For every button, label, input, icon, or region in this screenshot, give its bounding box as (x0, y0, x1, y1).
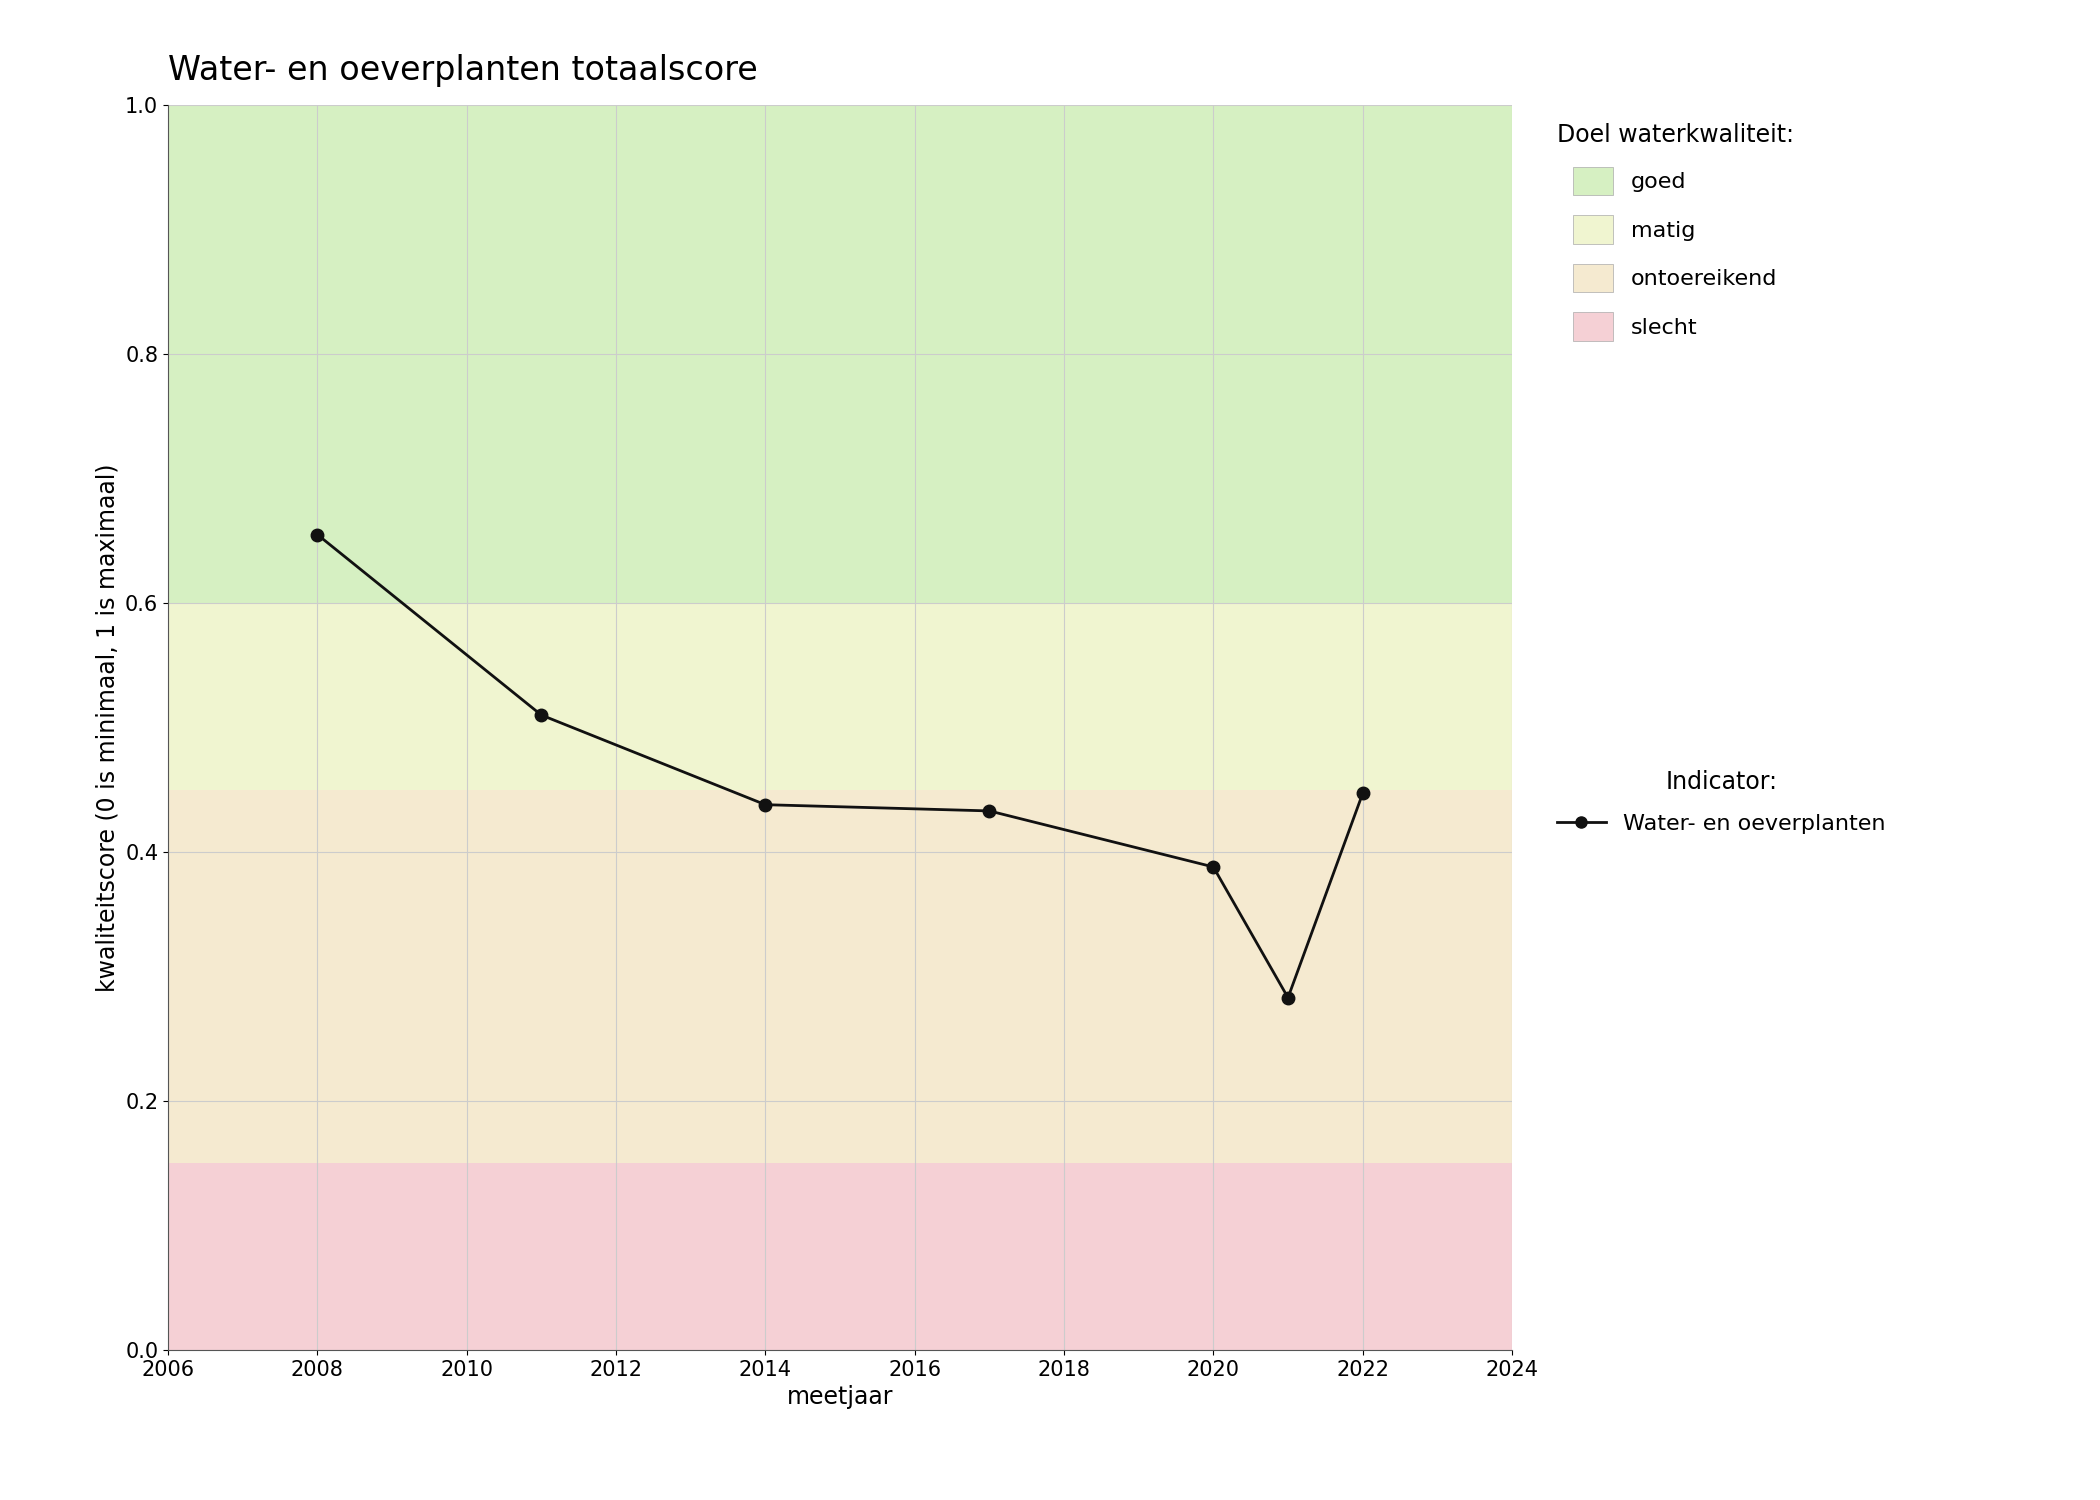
Bar (168, 105, 1512, 603)
X-axis label: meetjaar: meetjaar (788, 1386, 892, 1410)
Legend: Water- en oeverplanten: Water- en oeverplanten (1550, 764, 1892, 842)
Bar (168, 1164, 1512, 1350)
Y-axis label: kwaliteitscore (0 is minimaal, 1 is maximaal): kwaliteitscore (0 is minimaal, 1 is maxi… (94, 464, 120, 992)
Text: Water- en oeverplanten totaalscore: Water- en oeverplanten totaalscore (168, 54, 758, 87)
Bar (168, 789, 1512, 1164)
Bar (168, 603, 1512, 789)
